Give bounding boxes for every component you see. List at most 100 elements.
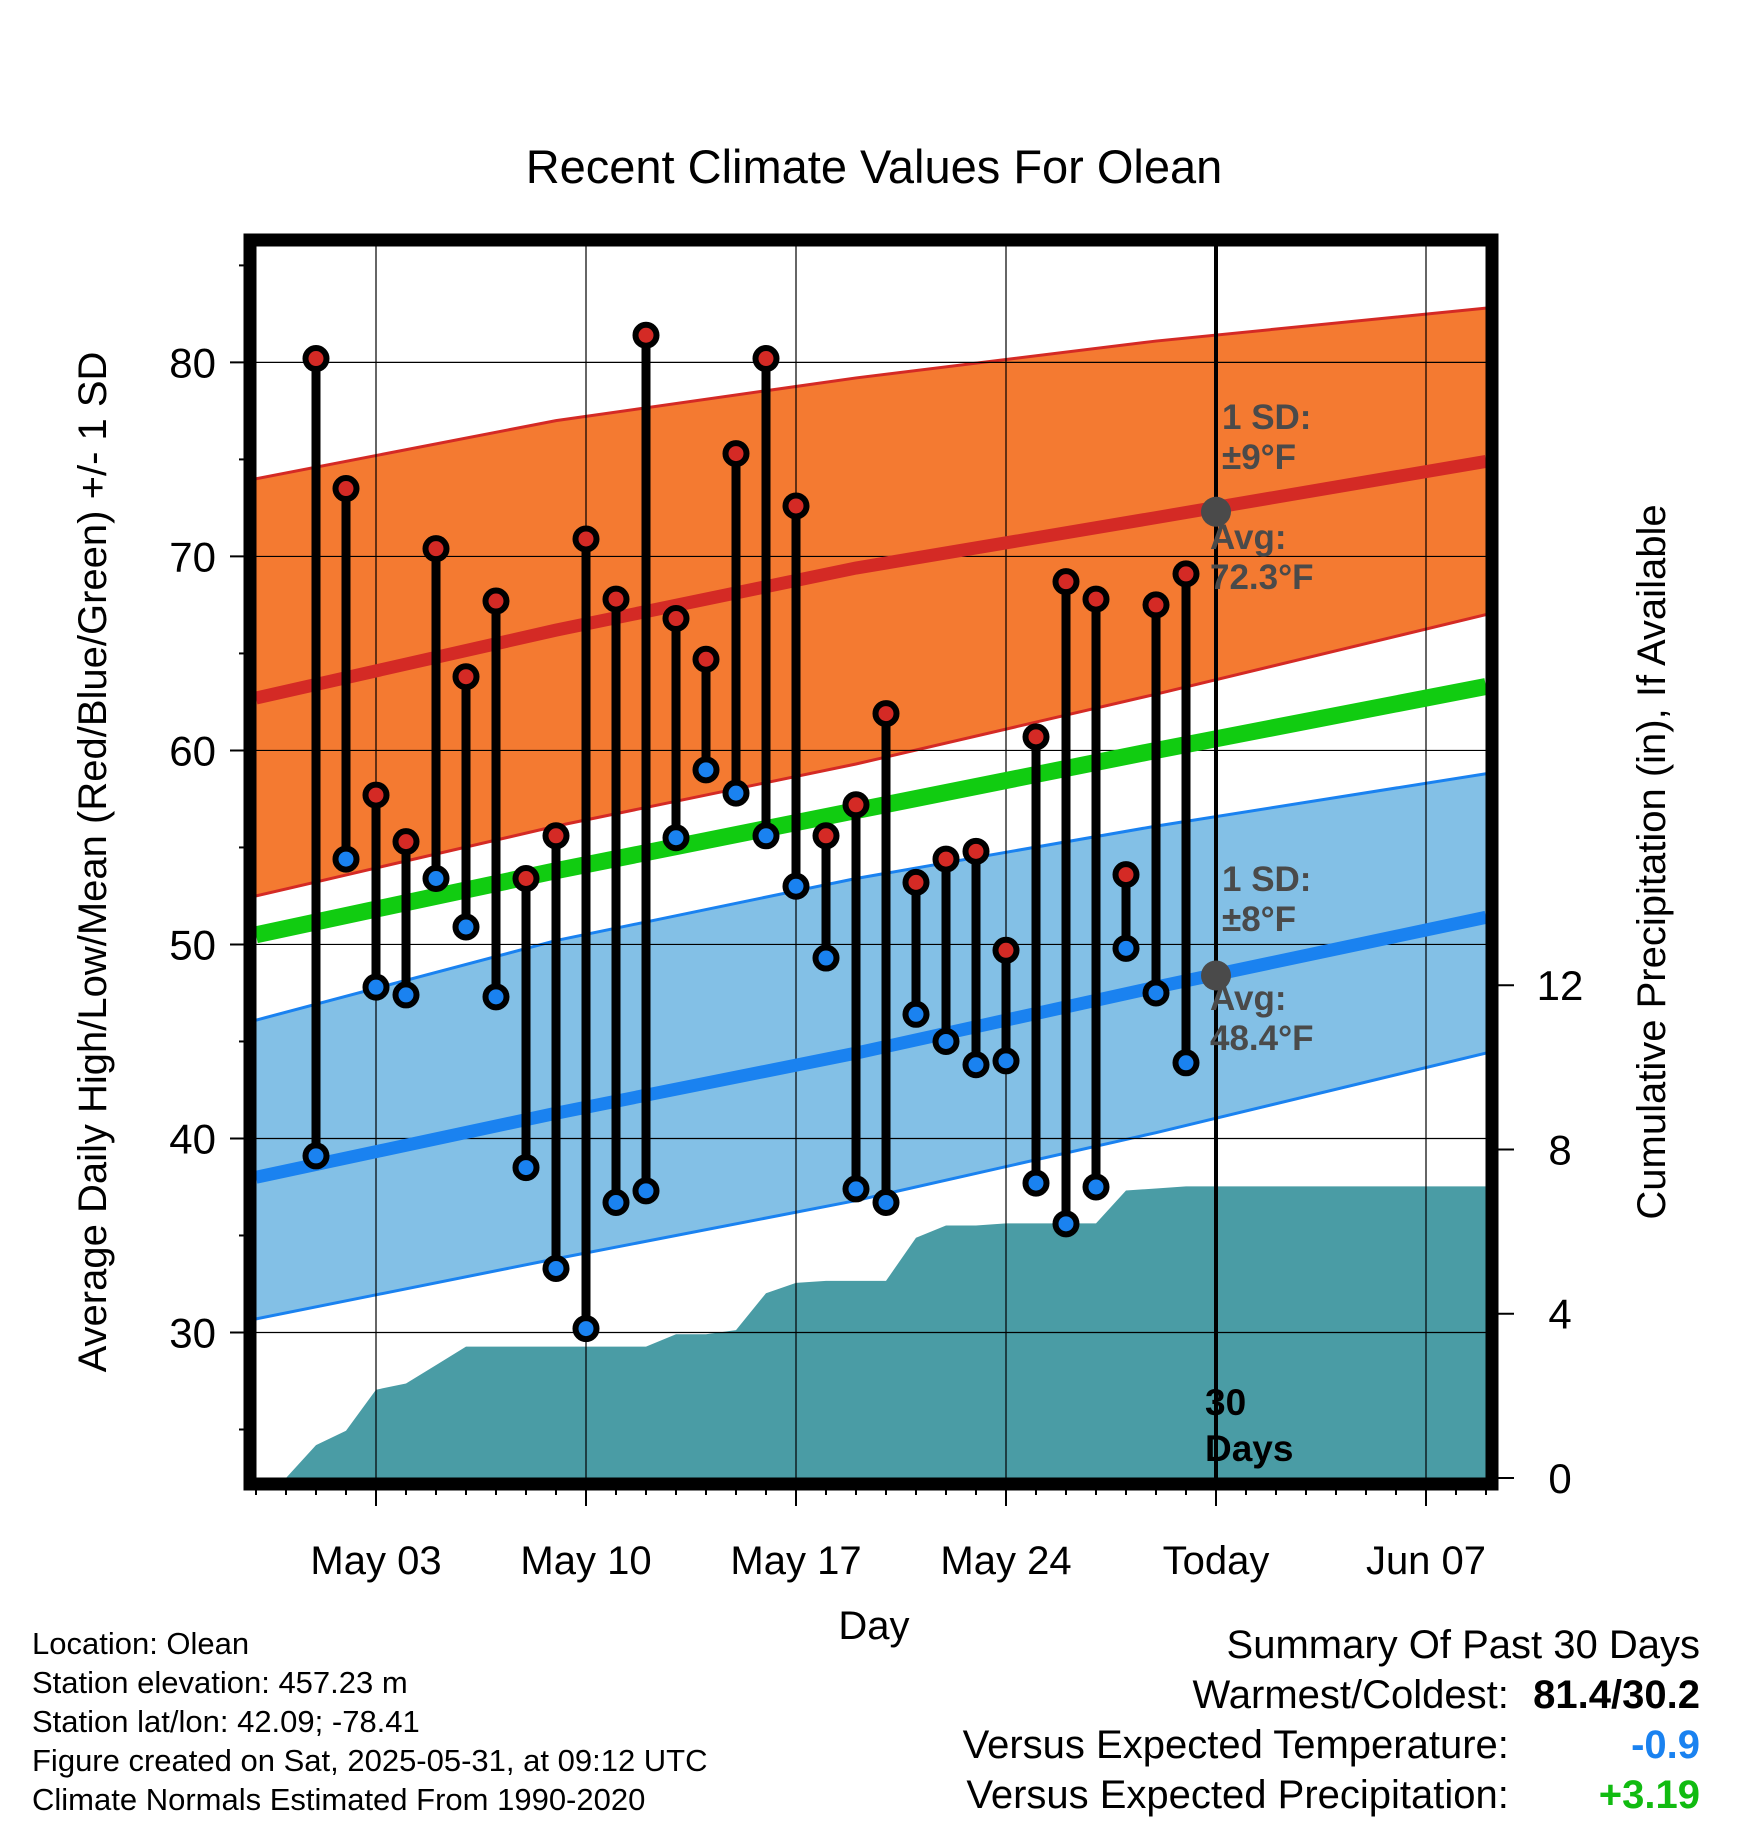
low-marker (962, 1051, 990, 1079)
today-days-label: Days (1205, 1428, 1293, 1469)
y-right-tick-label: 12 (1537, 962, 1584, 1009)
summary-temp-value: -0.9 (1631, 1723, 1700, 1767)
high-marker (542, 822, 570, 850)
x-tick-label: Jun 07 (1366, 1539, 1486, 1583)
low-marker (632, 1177, 660, 1205)
low-marker (1052, 1210, 1080, 1238)
x-tick-label: Today (1163, 1539, 1270, 1583)
high-marker (332, 475, 360, 503)
low-marker (1172, 1049, 1200, 1077)
low-avg-annotation-line2: 48.4°F (1210, 1019, 1314, 1058)
y-tick-label: 70 (169, 533, 216, 580)
summary-warmest-row: Warmest/Coldest: 81.4/30.2 (963, 1670, 1701, 1720)
low-marker (782, 872, 810, 900)
low-marker (932, 1027, 960, 1055)
low-marker (722, 779, 750, 807)
low-avg-annotation-line1: Avg: (1210, 979, 1286, 1018)
footer-elevation: Station elevation: 457.23 m (32, 1665, 408, 1700)
chart-title: Recent Climate Values For Olean (526, 140, 1223, 193)
low-marker (452, 913, 480, 941)
low-marker (1082, 1173, 1110, 1201)
summary-precip-row: Versus Expected Precipitation: +3.19 (963, 1770, 1700, 1820)
high-marker (782, 492, 810, 520)
high-marker (842, 791, 870, 819)
high-marker (752, 345, 780, 373)
y-tick-label: 50 (169, 921, 216, 968)
high-marker (1142, 591, 1170, 619)
summary-warmest-label: Warmest/Coldest: (1192, 1673, 1509, 1717)
plot-frame (243, 233, 1499, 1491)
y-right-tick-label: 4 (1548, 1291, 1571, 1338)
y-right-tick-label: 8 (1548, 1126, 1571, 1173)
summary-title: Summary Of Past 30 Days (1226, 1623, 1700, 1667)
low-marker (572, 1315, 600, 1343)
low-marker (902, 1000, 930, 1028)
high-marker (302, 345, 330, 373)
summary-temp-label: Versus Expected Temperature: (962, 1723, 1509, 1767)
x-axis-label: Day (838, 1604, 909, 1648)
y-tick-label: 60 (169, 727, 216, 774)
x-tick-label: May 03 (310, 1539, 441, 1583)
high-marker (962, 837, 990, 865)
low-marker (542, 1254, 570, 1282)
high-sd-upper-line (256, 306, 1486, 481)
low-marker (692, 756, 720, 784)
low-marker (602, 1188, 630, 1216)
high-marker (1112, 861, 1140, 889)
y-right-axis-label: Cumulative Precipitation (in), If Availa… (1630, 504, 1674, 1219)
footer-created: Figure created on Sat, 2025-05-31, at 09… (32, 1743, 708, 1778)
high-marker (1172, 560, 1200, 588)
high-marker (812, 822, 840, 850)
high-marker (602, 585, 630, 613)
footer-location: Location: Olean (32, 1626, 250, 1661)
x-tick-label: May 10 (520, 1539, 651, 1583)
summary-precip-label: Versus Expected Precipitation: (966, 1773, 1509, 1817)
x-tick-label: May 24 (940, 1539, 1071, 1583)
high-sd-lower-line (256, 613, 1486, 898)
low-marker (842, 1175, 870, 1203)
high-marker (482, 587, 510, 615)
today-days-label: 30 (1205, 1382, 1246, 1423)
low-marker (1142, 979, 1170, 1007)
low-marker (812, 944, 840, 972)
high-marker (992, 936, 1020, 964)
low-marker (1112, 934, 1140, 962)
y-tick-label: 80 (169, 339, 216, 386)
high-avg-annotation-line1: Avg: (1210, 518, 1286, 557)
y-right-tick-label: 0 (1548, 1455, 1571, 1502)
high-marker (422, 535, 450, 563)
high-marker (392, 828, 420, 856)
high-sd-band (256, 308, 1486, 896)
low-sd-annotation-line1: 1 SD: (1222, 860, 1311, 899)
low-marker (752, 822, 780, 850)
y-tick-label: 30 (169, 1309, 216, 1356)
high-marker (692, 645, 720, 673)
high-marker (932, 845, 960, 873)
high-marker (512, 864, 540, 892)
avg-high-marker (1201, 496, 1231, 527)
summary-panel: Summary Of Past 30 Days Warmest/Coldest:… (963, 1620, 1700, 1820)
high-marker (902, 868, 930, 896)
high-marker (452, 663, 480, 691)
high-marker (1082, 585, 1110, 613)
low-marker (1022, 1169, 1050, 1197)
high-sd-annotation-line2: ±9°F (1222, 438, 1296, 477)
footer-normals: Climate Normals Estimated From 1990-2020 (32, 1782, 646, 1817)
high-marker (572, 525, 600, 553)
low-marker (482, 983, 510, 1011)
low-marker (872, 1188, 900, 1216)
station-info: Location: Olean Station elevation: 457.2… (32, 1624, 708, 1819)
summary-temp-row: Versus Expected Temperature: -0.9 (963, 1720, 1700, 1770)
high-marker (872, 700, 900, 728)
high-sd-annotation-line1: 1 SD: (1222, 398, 1311, 437)
avg-low-marker (1201, 960, 1231, 991)
low-marker (302, 1142, 330, 1170)
high-marker (662, 605, 690, 633)
low-marker (422, 864, 450, 892)
low-marker (332, 845, 360, 873)
low-sd-annotation-line2: ±8°F (1222, 900, 1296, 939)
high-marker (362, 781, 390, 809)
low-marker (992, 1047, 1020, 1075)
low-marker (662, 824, 690, 852)
